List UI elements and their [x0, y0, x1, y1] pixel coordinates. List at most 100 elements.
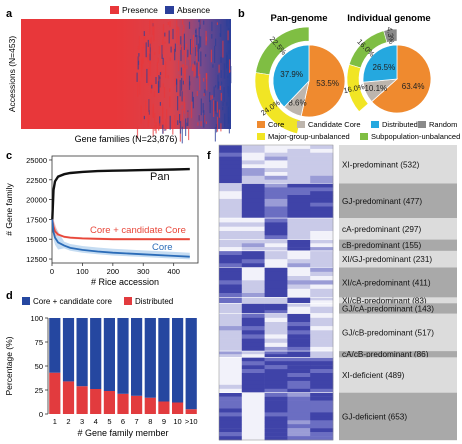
heatmap-cell: [219, 408, 243, 413]
heatmap-cell: [241, 293, 265, 298]
heatmap-cell: [219, 369, 243, 374]
heatmap-stripe: [219, 33, 221, 37]
heatmap-cell: [287, 243, 311, 248]
bar-core: [90, 318, 102, 389]
heatmap-stripe: [185, 118, 187, 136]
heatmap-cell: [264, 164, 288, 169]
heatmap-stripe: [184, 64, 186, 80]
heatmap-cell: [241, 243, 265, 248]
heatmap-cell: [219, 152, 243, 157]
heatmap-stripe: [182, 64, 184, 74]
heatmap-cell: [219, 276, 243, 281]
bar-core: [103, 318, 115, 391]
heatmap-cell: [219, 400, 243, 405]
heatmap-stripe: [162, 124, 164, 134]
heatmap-stripe: [159, 123, 161, 130]
heatmap-stripe: [214, 127, 216, 142]
heatmap-stripe: [158, 46, 160, 55]
bar-distributed: [144, 397, 156, 414]
heatmap-cell: [241, 259, 265, 264]
heatmap-stripe: [191, 40, 193, 54]
heatmap-cell: [287, 214, 311, 219]
heatmap-cell: [264, 243, 288, 248]
heatmap-cell: [219, 183, 243, 188]
group-label-block: [339, 239, 457, 251]
heatmap-stripe: [162, 38, 164, 55]
heatmap-cell: [241, 168, 265, 173]
heatmap-stripe: [191, 67, 194, 71]
heatmap-stripe: [198, 36, 200, 49]
heatmap-cell: [264, 334, 288, 339]
bar-distributed: [158, 401, 170, 414]
heatmap-cell: [310, 164, 334, 169]
group-label-block: [339, 392, 457, 441]
heatmap-cell: [287, 222, 311, 227]
heatmap-cell: [241, 218, 265, 223]
heatmap-cell: [241, 351, 265, 355]
heatmap-cell: [264, 160, 288, 165]
heatmap-cell: [287, 317, 311, 323]
heatmap-cell: [219, 250, 243, 256]
group-label-block: [339, 297, 457, 304]
heatmap-cell: [264, 377, 288, 382]
heatmap-stripe: [174, 43, 176, 52]
heatmap-cell: [287, 206, 311, 211]
heatmap-stripe: [184, 67, 186, 84]
heatmap-stripe: [147, 39, 149, 47]
heatmap-cell: [287, 187, 311, 192]
heatmap-stripe: [203, 93, 205, 97]
heatmap-stripe: [198, 27, 200, 38]
heatmap-stripe: [179, 114, 181, 124]
heatmap-stripe: [139, 81, 141, 95]
heatmap-cell: [287, 202, 311, 207]
heatmap-cell: [287, 195, 311, 200]
bar-distributed: [49, 372, 61, 414]
heatmap-stripe: [180, 46, 182, 62]
heatmap-stripe: [227, 30, 229, 41]
heatmap-cell: [264, 361, 288, 366]
heatmap-cell: [241, 235, 265, 240]
y-tick-label: 25000: [26, 156, 47, 165]
heatmap-stripe: [177, 120, 179, 125]
heatmap-cell: [241, 380, 265, 386]
heatmap-stripe: [137, 56, 139, 70]
heatmap-cell: [310, 288, 334, 294]
heatmap-cell: [241, 179, 265, 184]
heatmap-cell: [310, 357, 334, 362]
bar-core: [172, 318, 184, 403]
heatmap-stripe: [226, 55, 228, 69]
heatmap-cell: [287, 259, 311, 264]
heatmap-cell: [219, 288, 243, 294]
heatmap-cell: [310, 338, 334, 344]
heatmap-cell: [264, 175, 288, 180]
heatmap-stripe: [205, 54, 207, 57]
heatmap-cell: [219, 396, 243, 401]
heatmap-stripe: [213, 86, 215, 98]
core-variance-band: [52, 208, 190, 260]
heatmap-cell: [310, 330, 334, 335]
heatmap-stripe: [145, 100, 147, 115]
heatmap-cell: [241, 373, 265, 378]
panel-c: c 12500 15000 17500 20000 22500 25000 0 100 200 3…: [4, 150, 199, 287]
heatmap-stripe: [178, 74, 180, 78]
heatmap-stripe: [220, 92, 222, 101]
y-tick-label: 100: [30, 314, 43, 323]
heatmap-stripe: [169, 21, 171, 28]
heatmap-cell: [219, 361, 243, 366]
heatmap-texture: [136, 19, 232, 144]
heatmap-cell: [310, 361, 334, 366]
heatmap-cell: [287, 400, 311, 405]
heatmap-cell: [310, 145, 334, 150]
heatmap-stripe: [192, 96, 194, 109]
heatmap-cell: [219, 293, 243, 298]
heatmap-cell: [310, 297, 334, 301]
group-label-block: [339, 303, 457, 314]
y-tick-label: 12500: [26, 255, 47, 264]
heatmap-stripe: [173, 46, 175, 54]
heatmap-stripe: [189, 51, 191, 67]
heatmap-stripe: [221, 81, 223, 85]
heatmap-stripe: [216, 22, 218, 25]
heatmap-cell: [287, 408, 311, 413]
heatmap-cell: [241, 145, 265, 150]
heatmap-stripe: [203, 110, 205, 128]
